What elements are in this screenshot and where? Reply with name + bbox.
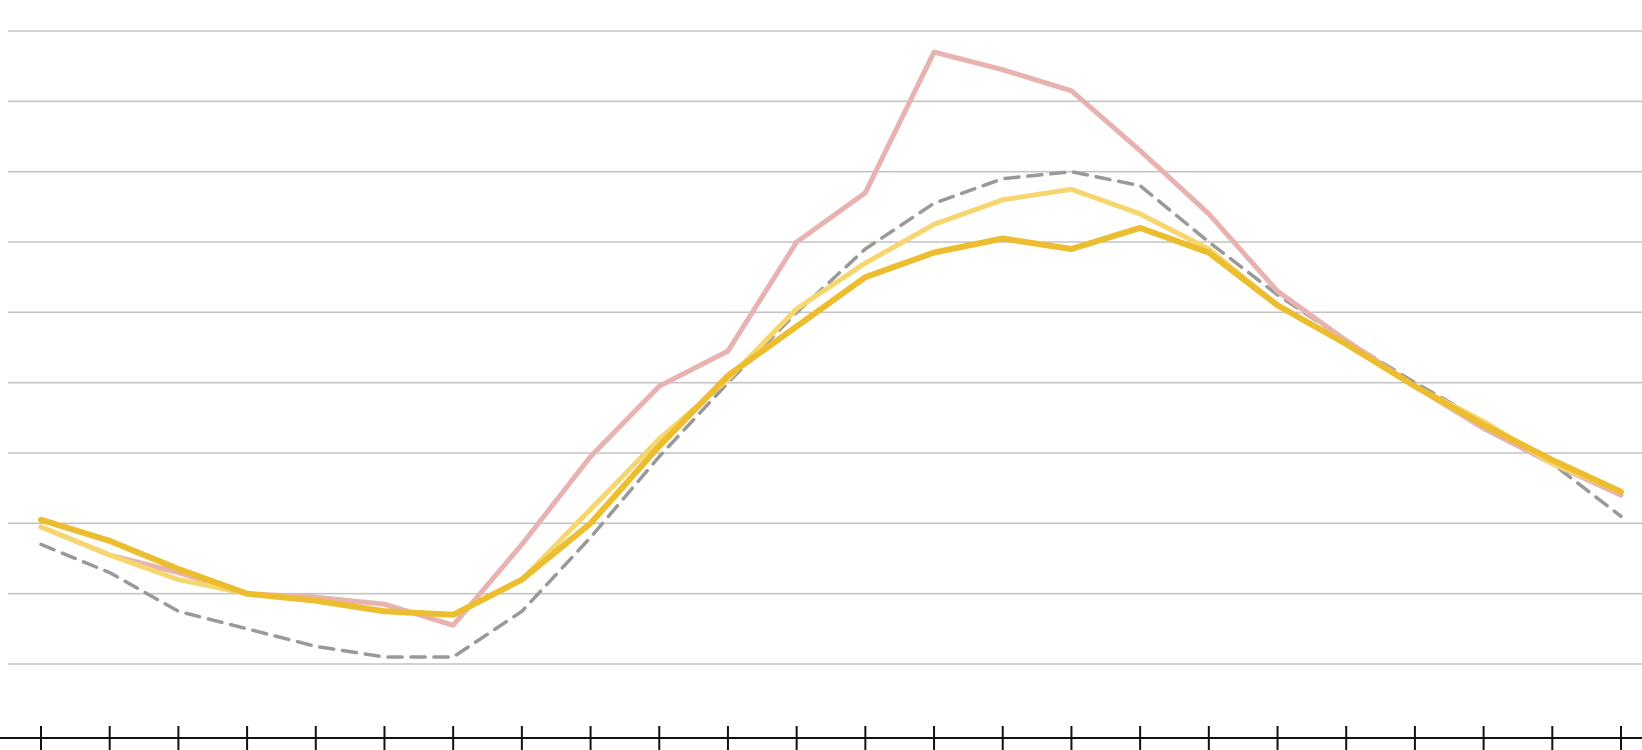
- series-line-light-yellow: [38, 186, 1624, 618]
- gridlines: [8, 30, 1642, 665]
- series-line-pink: [38, 49, 1624, 628]
- series-lines: [38, 49, 1624, 659]
- series-line-dashed-gray: [39, 169, 1623, 659]
- series-line-gold: [38, 224, 1624, 618]
- x-axis: [0, 726, 1642, 750]
